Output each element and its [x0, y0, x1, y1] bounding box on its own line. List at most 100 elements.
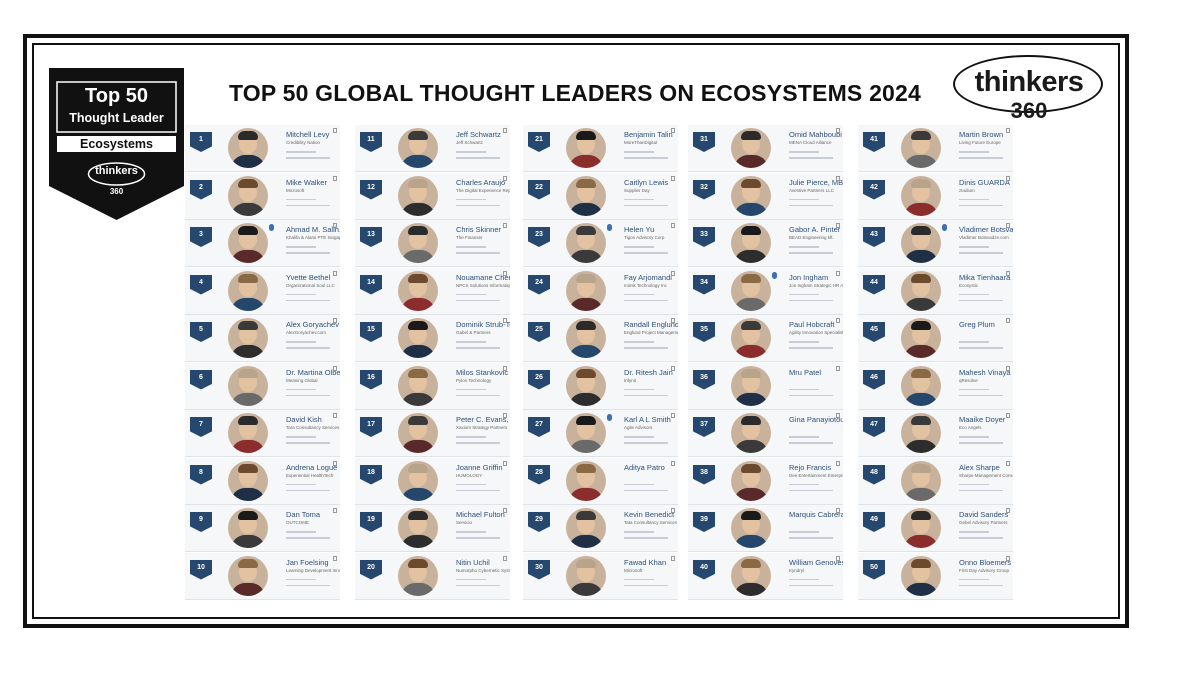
avatar[interactable] [901, 460, 941, 501]
avatar[interactable] [901, 318, 941, 358]
bookmark-icon[interactable] [1006, 223, 1010, 228]
leader-name[interactable]: Nouamane Cherku [456, 272, 510, 282]
leader-card[interactable]: 31 Omid Mahboubi MENA Cloud Alliance [688, 125, 843, 172]
avatar[interactable] [901, 365, 941, 406]
leader-name[interactable]: David Sanders [959, 510, 1009, 519]
bookmark-icon[interactable] [333, 128, 337, 133]
avatar[interactable] [398, 508, 438, 548]
avatar[interactable] [901, 413, 941, 453]
leader-name[interactable]: Chris Skinner [456, 225, 502, 234]
bookmark-icon[interactable] [671, 413, 675, 418]
leader-name[interactable]: Mika Tienhaara [959, 272, 1011, 282]
leader-name[interactable]: Jon Ingham [789, 272, 829, 282]
avatar[interactable] [731, 365, 771, 406]
leader-card[interactable]: 47 Maaike Doyer Eco Angels [858, 410, 1013, 457]
bookmark-icon[interactable] [671, 365, 675, 371]
avatar[interactable] [398, 365, 438, 406]
leader-name[interactable]: William Genovese [789, 557, 843, 567]
leader-name[interactable]: Dr. Martina Olbe [286, 367, 340, 377]
bookmark-icon[interactable] [503, 128, 507, 133]
avatar[interactable] [398, 460, 438, 501]
leader-name[interactable]: Vladimer Botsva [959, 225, 1013, 234]
avatar[interactable] [566, 223, 606, 263]
bookmark-icon[interactable] [503, 175, 507, 181]
avatar[interactable] [228, 128, 268, 168]
bookmark-icon[interactable] [1006, 508, 1010, 513]
leader-name[interactable]: Martin Brown [959, 130, 1004, 139]
leader-name[interactable]: Alex Goryachev [286, 320, 339, 329]
leader-card[interactable]: 5 Alex Goryachev AlexGoryachev.com [185, 315, 340, 362]
bookmark-icon[interactable] [836, 318, 840, 323]
bookmark-icon[interactable] [503, 223, 507, 228]
bookmark-icon[interactable] [671, 128, 675, 133]
bookmark-icon[interactable] [1006, 555, 1010, 561]
avatar[interactable] [398, 128, 438, 168]
leader-card[interactable]: 49 David Sanders Gebel Advisory Partners [858, 505, 1013, 552]
leader-name[interactable]: Dr. Ritesh Jain [624, 367, 673, 377]
leader-name[interactable]: Fawad Khan [624, 557, 667, 567]
avatar[interactable] [228, 413, 268, 453]
leader-card[interactable]: 7 David Kish Tara Consultancy Services [185, 410, 340, 457]
leader-card[interactable]: 44 Mika Tienhaara Ecosystic [858, 267, 1013, 315]
leader-card[interactable]: 22 Caitlyn Lewis Supplier Day [523, 172, 678, 220]
leader-card[interactable]: 46 Mahesh Vinaya qResolve [858, 362, 1013, 410]
bookmark-icon[interactable] [503, 460, 507, 466]
bookmark-icon[interactable] [836, 175, 840, 181]
leader-card[interactable]: 17 Peter C. Evans, PhDXaxiom Strategy Par… [355, 410, 510, 457]
avatar[interactable] [398, 270, 438, 311]
avatar[interactable] [228, 270, 268, 311]
leader-card[interactable]: 28 Aditya Patro [523, 457, 678, 505]
avatar[interactable] [398, 318, 438, 358]
leader-name[interactable]: Nitin Uchil [456, 557, 490, 567]
leader-name[interactable]: David Kish [286, 415, 322, 424]
leader-card[interactable]: 42 Dinis GUARDA ztudium [858, 172, 1013, 220]
leader-card[interactable]: 3 Ahmad M. Salih, Khalifa & Alami PTE Sing… [185, 220, 340, 267]
bookmark-icon[interactable] [333, 223, 337, 228]
leader-card[interactable]: 18 Joanne Griffin HUMOLOGY [355, 457, 510, 505]
leader-name[interactable]: Randall Englund [624, 320, 678, 329]
bookmark-icon[interactable] [671, 318, 675, 323]
avatar[interactable] [398, 413, 438, 453]
avatar[interactable] [566, 555, 606, 596]
avatar[interactable] [901, 223, 941, 263]
bookmark-icon[interactable] [333, 555, 337, 561]
bookmark-icon[interactable] [836, 460, 840, 466]
bookmark-icon[interactable] [836, 555, 840, 561]
avatar[interactable] [901, 175, 941, 216]
leader-card[interactable]: 25 Randall Englund Englund Project Managem… [523, 315, 678, 362]
bookmark-icon[interactable] [836, 508, 840, 513]
leader-name[interactable]: Onno Bloemers [959, 557, 1012, 567]
leader-card[interactable]: 15 Dominik Strub-TeeGabel & Partners [355, 315, 510, 362]
avatar[interactable] [566, 460, 606, 501]
leader-name[interactable]: Jeff Schwartz [456, 130, 501, 139]
avatar[interactable] [398, 555, 438, 596]
avatar[interactable] [566, 318, 606, 358]
avatar[interactable] [731, 223, 771, 263]
avatar[interactable] [228, 365, 268, 406]
leader-name[interactable]: Rejo Francis [789, 462, 832, 472]
bookmark-icon[interactable] [671, 175, 675, 181]
leader-card[interactable]: 39 Marquis Cabrera [688, 505, 843, 552]
leader-name[interactable]: Dominik Strub-Tee [456, 320, 510, 329]
leader-name[interactable]: Milos Stankovic [456, 367, 509, 377]
avatar[interactable] [901, 128, 941, 168]
leader-name[interactable]: Peter C. Evans, PhD [456, 415, 510, 424]
bookmark-icon[interactable] [333, 508, 337, 513]
leader-card[interactable]: 16 Milos Stankovic Pylon Technology [355, 362, 510, 410]
bookmark-icon[interactable] [503, 270, 507, 276]
bookmark-icon[interactable] [503, 318, 507, 323]
leader-name[interactable]: Kevin Benedict [624, 510, 675, 519]
leader-name[interactable]: Karl A L Smith [624, 415, 671, 424]
leader-card[interactable]: 9 Dan Toma OUTCOME [185, 505, 340, 552]
bookmark-icon[interactable] [836, 128, 840, 133]
leader-card[interactable]: 6 Dr. Martina Olbe Meaning.Global [185, 362, 340, 410]
leader-card[interactable]: 27 Karl A L Smith Agile Advisors [523, 410, 678, 457]
leader-card[interactable]: 1 Mitchell Levy Credibility Nation [185, 125, 340, 172]
avatar[interactable] [228, 460, 268, 501]
bookmark-icon[interactable] [333, 318, 337, 323]
leader-card[interactable]: 19 Michael Fulton Servicio [355, 505, 510, 552]
avatar[interactable] [901, 270, 941, 311]
leader-name[interactable]: Greg Plum [959, 320, 995, 329]
